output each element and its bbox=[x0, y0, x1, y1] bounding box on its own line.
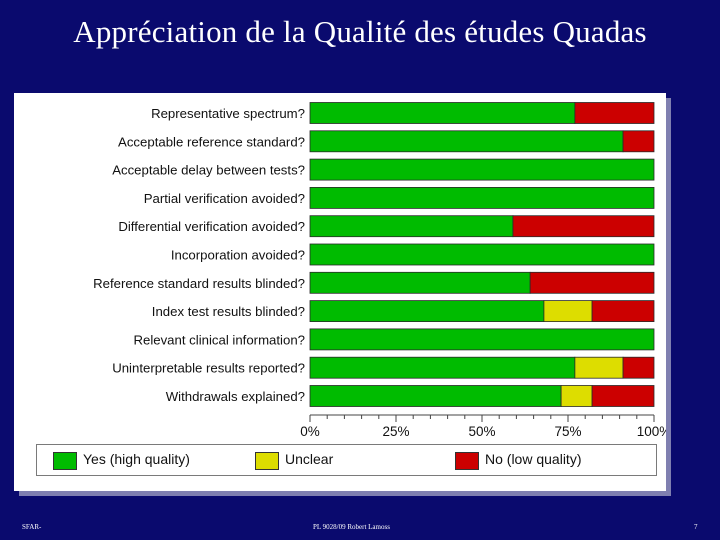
bar-segment-yes bbox=[309, 187, 655, 209]
legend-swatch bbox=[455, 452, 479, 470]
category-label: Representative spectrum? bbox=[151, 106, 305, 121]
bar-segment-unclear bbox=[574, 356, 624, 379]
bar-segment-yes bbox=[309, 130, 624, 153]
bar-segment-yes bbox=[309, 102, 576, 124]
footer-page-number: 7 bbox=[694, 523, 698, 531]
bar-segment-yes bbox=[309, 158, 655, 181]
category-label: Relevant clinical information? bbox=[133, 332, 305, 347]
bar-segment-yes bbox=[309, 243, 655, 266]
x-tick-label: 25% bbox=[382, 424, 409, 438]
bar-segment-no bbox=[622, 130, 655, 153]
category-label: Acceptable delay between tests? bbox=[112, 163, 305, 178]
category-label: Partial verification avoided? bbox=[144, 191, 305, 206]
legend-swatch bbox=[255, 452, 279, 470]
category-label: Uninterpretable results reported? bbox=[112, 361, 305, 376]
chart-legend: Yes (high quality) Unclear No (low quality… bbox=[36, 444, 657, 476]
bar-segment-unclear bbox=[543, 300, 593, 323]
x-tick-label: 100% bbox=[637, 424, 666, 438]
chart-figure: Representative spectrum? Acceptable refer… bbox=[14, 93, 666, 491]
bar-segment-no bbox=[591, 300, 655, 323]
bar-segment-no bbox=[512, 215, 655, 238]
footer-center: PL 9028/09 Robert Lamoss bbox=[313, 523, 390, 531]
category-label: Reference standard results blinded? bbox=[93, 276, 305, 291]
legend-label: Yes (high quality) bbox=[83, 451, 190, 467]
bar-segment-no bbox=[529, 271, 655, 294]
x-tick-label: 50% bbox=[468, 424, 495, 438]
legend-label: No (low quality) bbox=[485, 451, 582, 467]
slide-title: Appréciation de la Qualité des études Qu… bbox=[73, 14, 647, 49]
category-label: Differential verification avoided? bbox=[118, 219, 305, 234]
x-tick-label: 75% bbox=[554, 424, 581, 438]
bar-segment-yes bbox=[309, 356, 576, 379]
legend-label: Unclear bbox=[285, 451, 334, 467]
category-label: Incorporation avoided? bbox=[171, 248, 305, 263]
category-label: Index test results blinded? bbox=[152, 304, 305, 319]
bar-segment-yes bbox=[309, 300, 545, 323]
category-label: Withdrawals explained? bbox=[166, 389, 305, 404]
bar-segment-no bbox=[622, 356, 655, 379]
bar-segment-yes bbox=[309, 271, 531, 294]
bar-segment-no bbox=[591, 385, 655, 407]
category-label: Acceptable reference standard? bbox=[118, 134, 305, 149]
bar-segment-yes bbox=[309, 385, 562, 407]
bar-segment-unclear bbox=[560, 385, 593, 407]
bar-segment-no bbox=[574, 102, 655, 124]
legend-swatch bbox=[53, 452, 77, 470]
x-tick-label: 0% bbox=[300, 424, 320, 438]
bar-segment-yes bbox=[309, 215, 514, 238]
footer-left: SFAR- bbox=[22, 523, 42, 531]
stacked-bar-chart: Representative spectrum? Acceptable refer… bbox=[93, 102, 666, 438]
bar-segment-yes bbox=[309, 328, 655, 351]
